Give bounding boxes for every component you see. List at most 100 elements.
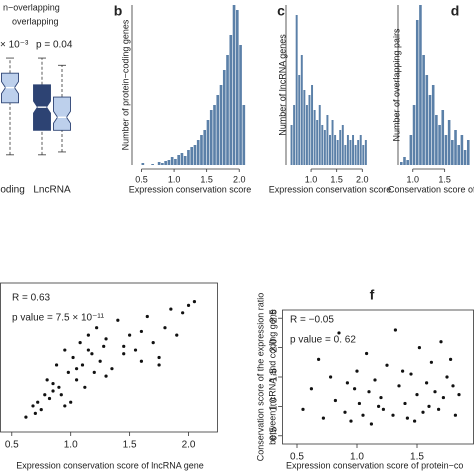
point (367, 390, 371, 394)
y-tick-label: 0.5 (269, 426, 280, 440)
point (92, 370, 96, 374)
point (83, 385, 87, 389)
point (321, 416, 325, 420)
point (110, 367, 114, 371)
point (74, 378, 79, 382)
y-tick-label: 2.0 (269, 338, 280, 352)
point (51, 381, 55, 386)
point (33, 411, 37, 415)
point (429, 360, 433, 364)
bar (300, 55, 303, 165)
point (80, 363, 85, 367)
bar (409, 135, 413, 165)
y-axis-label: Number of overlapping pairs (391, 28, 401, 142)
bar (352, 135, 355, 165)
bar (463, 150, 467, 165)
point (421, 410, 425, 414)
bar (428, 95, 432, 165)
bar (364, 140, 367, 165)
point (405, 416, 409, 420)
x-tick-label: 1.5 (438, 174, 451, 184)
point (451, 384, 455, 388)
point (39, 408, 43, 412)
bar (451, 140, 454, 165)
point (63, 404, 67, 408)
bar (444, 135, 448, 165)
point (343, 410, 347, 414)
annotation: × 10⁻³ (0, 40, 29, 51)
bar (326, 115, 329, 165)
point (369, 422, 373, 426)
bar (339, 130, 342, 165)
point (415, 393, 419, 397)
x-tick-label: 0.5 (135, 174, 148, 184)
point (449, 357, 453, 361)
point (95, 326, 99, 330)
bar (216, 95, 220, 165)
point (36, 400, 40, 404)
point (186, 303, 191, 307)
point (78, 341, 82, 345)
point (104, 337, 108, 341)
bar (170, 157, 174, 165)
bar (239, 45, 242, 165)
annotation: p value = 0. 62 (290, 335, 356, 346)
x-tick-label: 1.0 (168, 174, 181, 184)
point (157, 355, 161, 360)
y-tick-label: 1.5 (269, 368, 280, 382)
bar (196, 140, 200, 165)
point (74, 367, 79, 371)
y-axis-label: Number of lncRNA genes (277, 34, 287, 136)
plot-frame (282, 309, 474, 445)
panel-letter: f (370, 287, 375, 303)
annotation: p = 0.04 (36, 40, 73, 51)
panel-letter: b (114, 3, 123, 19)
bar (422, 55, 425, 165)
bar (226, 55, 229, 165)
panel-letter: c (277, 3, 285, 19)
point (104, 374, 108, 378)
x-tick-label: 2.0 (233, 174, 246, 184)
legend-label: overlapping (12, 16, 59, 26)
point (441, 395, 445, 400)
bar (323, 130, 326, 165)
point (393, 328, 397, 332)
x-tick-label: 2.0 (356, 174, 369, 184)
bar (425, 75, 429, 165)
point (54, 363, 59, 367)
x-tick-label: 1.5 (330, 174, 343, 184)
point (385, 363, 389, 367)
bar (336, 140, 339, 165)
point (47, 396, 52, 401)
point (133, 348, 138, 352)
point (373, 378, 377, 382)
bar (213, 105, 216, 165)
y-axis-label: between lncRNA and coding gene (267, 309, 277, 445)
bar (331, 120, 334, 165)
point (457, 393, 461, 397)
point (345, 381, 349, 385)
x-tick-label: LncRNA (33, 185, 71, 196)
x-axis-label: Expression conservation score of lncRNA … (16, 460, 204, 470)
point (403, 401, 407, 406)
point (51, 389, 55, 393)
point (86, 348, 90, 352)
point (349, 419, 353, 423)
bar (290, 125, 293, 165)
bar (183, 156, 187, 165)
box (53, 96, 71, 131)
annotation: R = 0.63 (12, 293, 51, 304)
annotation: R = −0.05 (290, 315, 334, 326)
bar (174, 159, 177, 165)
point (71, 355, 75, 360)
bar (177, 155, 180, 165)
point (417, 346, 421, 350)
x-tick-label: 2.0 (182, 440, 196, 451)
point (122, 352, 126, 356)
point (397, 384, 401, 388)
point (301, 407, 305, 411)
bar (431, 85, 435, 165)
bar (190, 147, 194, 165)
